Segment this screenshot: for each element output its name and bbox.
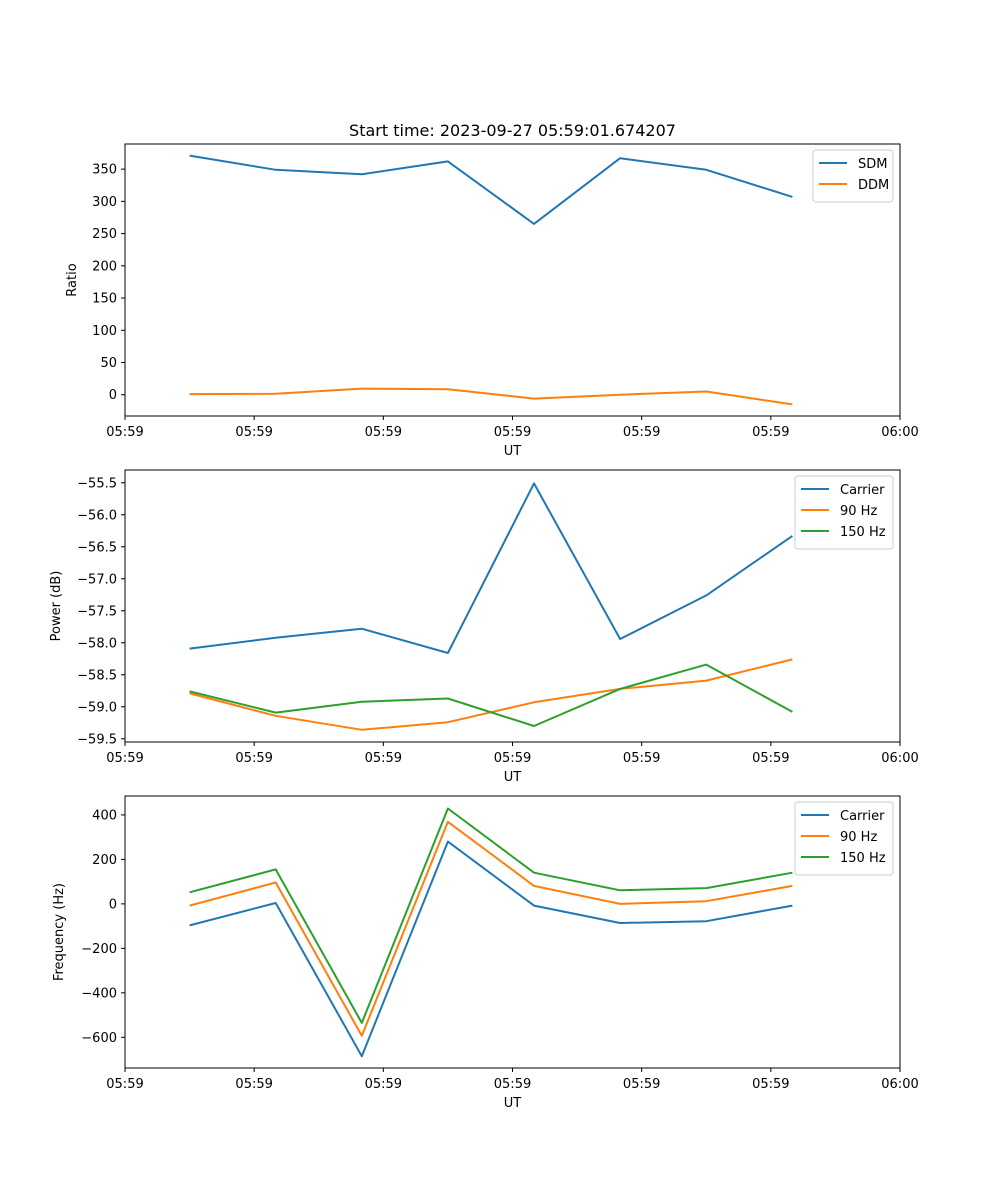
series-line-ddm — [189, 387, 793, 406]
x-tick-label: 05:59 — [752, 1077, 789, 1092]
y-tick-label: 200 — [92, 853, 117, 868]
legend-label: 150 Hz — [840, 525, 886, 540]
x-tick-label: 05:59 — [623, 751, 660, 766]
x-tick-label: 05:59 — [494, 1077, 531, 1092]
legend-label: Carrier — [840, 809, 885, 824]
subplot-3: −600 −400 −200 0 200 400 05:59 05:59 05:59 05:59 0… — [52, 795, 919, 1111]
x-tick-label: 05:59 — [235, 1077, 272, 1092]
y-tick-label: 0 — [109, 388, 117, 403]
y-tick-label: −58.0 — [77, 636, 117, 651]
x-axis-label: UT — [504, 1096, 522, 1111]
legend: Carrier 90 Hz 150 Hz — [794, 475, 894, 550]
x-tick-label: 05:59 — [623, 425, 660, 440]
y-tick-label: −56.0 — [77, 508, 117, 523]
y-tick-label: −200 — [81, 942, 117, 957]
legend: Carrier 90 Hz 150 Hz — [794, 801, 894, 876]
y-tick-label: 250 — [92, 227, 117, 242]
x-tick-label: 05:59 — [365, 425, 402, 440]
y-tick-label: −56.5 — [77, 540, 117, 555]
legend-label: Carrier — [840, 483, 885, 498]
x-tick-label: 06:00 — [881, 1077, 918, 1092]
y-tick-label: 100 — [92, 324, 117, 339]
x-tick-label: 05:59 — [623, 1077, 660, 1092]
y-tick-label: 0 — [109, 897, 117, 912]
series-line-150-hz — [189, 663, 793, 727]
y-tick-label: 200 — [92, 259, 117, 274]
y-tick-label: −58.5 — [77, 668, 117, 683]
y-tick-label: 150 — [92, 292, 117, 307]
figure-title: Start time: 2023-09-27 05:59:01.674207 — [349, 121, 676, 140]
x-tick-label: 05:59 — [752, 425, 789, 440]
x-tick-label: 06:00 — [881, 751, 918, 766]
y-tick-label: 300 — [92, 195, 117, 210]
y-axis-label: Power (dB) — [49, 571, 64, 642]
x-axis-label: UT — [504, 770, 522, 785]
x-tick-label: 05:59 — [365, 1077, 402, 1092]
x-tick-label: 06:00 — [881, 425, 918, 440]
y-tick-label: −59.5 — [77, 732, 117, 747]
x-tick-label: 05:59 — [235, 751, 272, 766]
legend-label: 90 Hz — [840, 504, 877, 519]
legend-label: 90 Hz — [840, 830, 877, 845]
y-axis-label: Frequency (Hz) — [52, 883, 67, 981]
y-tick-label: 50 — [100, 356, 117, 371]
x-tick-label: 05:59 — [106, 751, 143, 766]
series-line-sdm — [189, 154, 793, 225]
y-tick-label: 350 — [92, 163, 117, 178]
series-line-carrier — [189, 482, 793, 654]
series-line-150-hz — [189, 807, 793, 1024]
subplot-1: 0 50 100 150 200 250 300 350 05:59 05:59 05:59 05:5… — [65, 143, 919, 459]
x-tick-label: 05:59 — [752, 751, 789, 766]
x-tick-label: 05:59 — [235, 425, 272, 440]
x-tick-label: 05:59 — [365, 751, 402, 766]
x-tick-label: 05:59 — [106, 425, 143, 440]
legend: SDM DDM — [812, 149, 894, 203]
y-tick-label: −55.5 — [77, 476, 117, 491]
series-line-carrier — [189, 840, 793, 1058]
x-tick-label: 05:59 — [494, 751, 531, 766]
subplot-2: −59.5 −59.0 −58.5 −58.0 −57.5 −57.0 −56.5 −56.0… — [49, 469, 919, 785]
y-tick-label: −57.0 — [77, 572, 117, 587]
y-tick-label: −400 — [81, 986, 117, 1001]
y-tick-label: −59.0 — [77, 700, 117, 715]
y-tick-label: −600 — [81, 1031, 117, 1046]
y-axis-label: Ratio — [65, 263, 80, 296]
y-tick-label: 400 — [92, 808, 117, 823]
x-tick-label: 05:59 — [106, 1077, 143, 1092]
legend-label: SDM — [858, 157, 887, 172]
legend-label: 150 Hz — [840, 851, 886, 866]
legend-label: DDM — [858, 178, 889, 193]
x-axis-label: UT — [504, 444, 522, 459]
y-tick-label: −57.5 — [77, 604, 117, 619]
series-line-90-hz — [189, 820, 793, 1037]
x-tick-label: 05:59 — [494, 425, 531, 440]
